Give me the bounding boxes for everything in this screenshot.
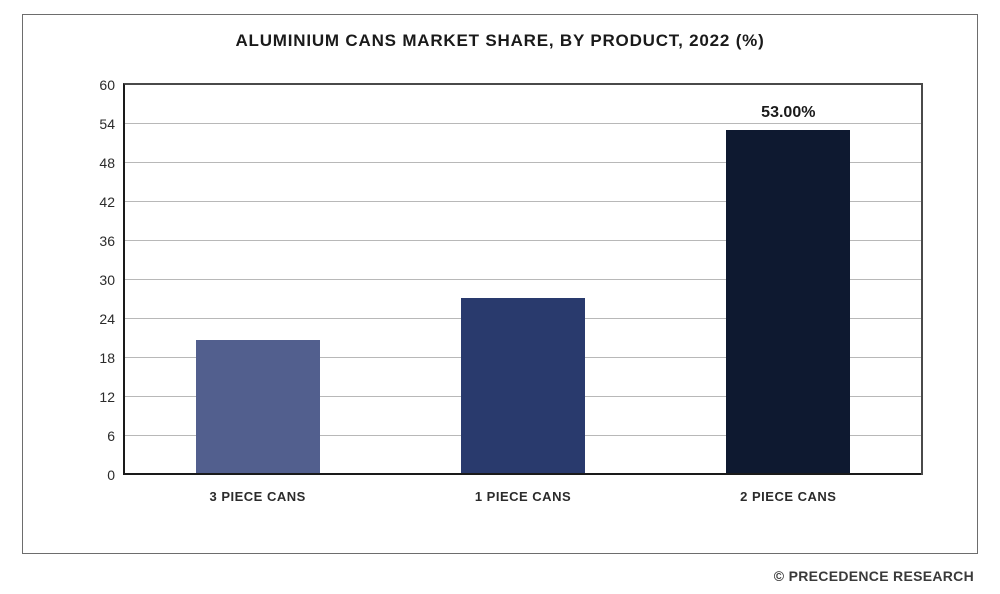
y-tick-label: 60 xyxy=(75,77,125,93)
y-tick-label: 12 xyxy=(75,389,125,405)
x-tick-label: 3 PIECE CANS xyxy=(125,475,390,504)
x-tick-label: 1 PIECE CANS xyxy=(390,475,655,504)
bar-slot xyxy=(125,85,390,473)
y-tick-label: 0 xyxy=(75,467,125,483)
y-tick-label: 6 xyxy=(75,428,125,444)
y-tick-label: 42 xyxy=(75,194,125,210)
y-tick-label: 48 xyxy=(75,155,125,171)
chart-frame: ALUMINIUM CANS MARKET SHARE, BY PRODUCT,… xyxy=(22,14,978,554)
bar-slot xyxy=(390,85,655,473)
bar xyxy=(461,298,585,473)
attribution-text: © PRECEDENCE RESEARCH xyxy=(774,568,974,584)
bars-container: 53.00% xyxy=(125,85,921,473)
y-tick-label: 36 xyxy=(75,233,125,249)
chart-title: ALUMINIUM CANS MARKET SHARE, BY PRODUCT,… xyxy=(23,15,977,51)
x-tick-label: 2 PIECE CANS xyxy=(656,475,921,504)
y-tick-label: 30 xyxy=(75,272,125,288)
bar-value-label: 53.00% xyxy=(761,104,815,122)
bar xyxy=(726,130,850,473)
bar-slot: 53.00% xyxy=(656,85,921,473)
y-tick-label: 18 xyxy=(75,350,125,366)
plot-area: 06121824303642485460 53.00% 3 PIECE CANS… xyxy=(123,83,923,475)
bar xyxy=(196,340,320,473)
y-tick-label: 24 xyxy=(75,311,125,327)
y-tick-label: 54 xyxy=(75,116,125,132)
